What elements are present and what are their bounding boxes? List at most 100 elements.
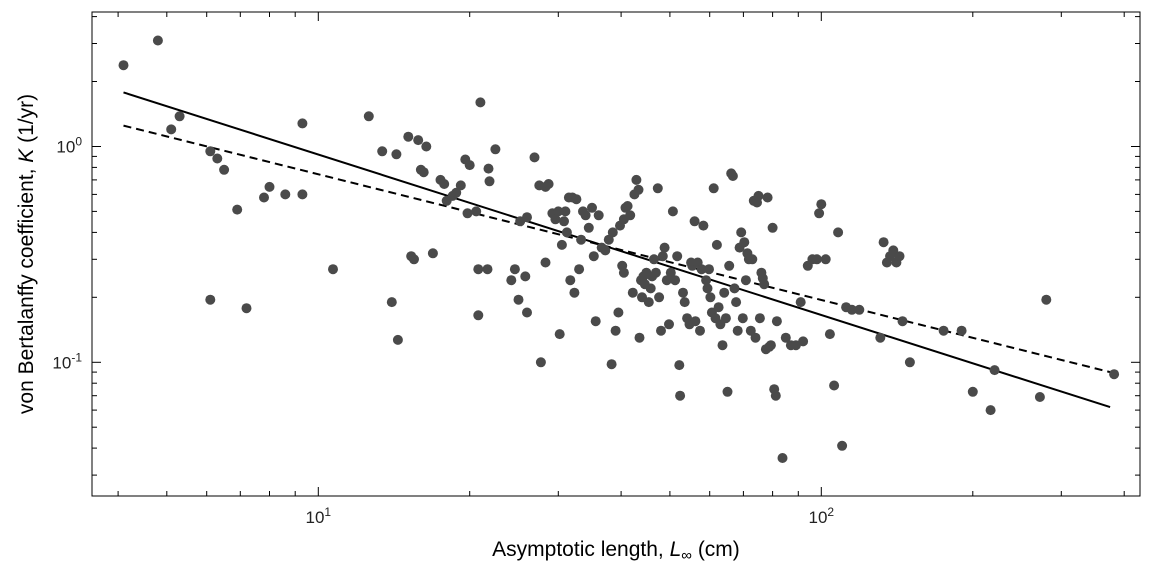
data-point (708, 183, 719, 194)
data-point (729, 283, 740, 294)
data-point (152, 35, 163, 46)
data-point (473, 310, 484, 321)
data-point (795, 297, 806, 308)
data-point (606, 359, 617, 370)
data-point (678, 287, 688, 298)
data-point (166, 124, 177, 135)
data-point (392, 334, 403, 345)
data-point (846, 304, 857, 315)
data-point (747, 254, 758, 265)
data-point (613, 307, 624, 318)
data-point (462, 208, 473, 219)
data-point (837, 440, 848, 451)
data-point (205, 294, 216, 305)
data-point (506, 275, 517, 286)
data-point (731, 297, 742, 308)
data-point (989, 365, 1000, 376)
data-point (540, 257, 551, 268)
x-tick-label: 102 (808, 505, 834, 527)
data-point (722, 386, 733, 397)
x-tick-label: 101 (305, 505, 331, 527)
data-point (475, 97, 486, 108)
data-point (593, 210, 604, 221)
data-point (427, 248, 438, 259)
data-point (559, 216, 569, 227)
data-point (1109, 369, 1120, 380)
data-point (259, 192, 269, 203)
data-point (938, 325, 949, 336)
data-point (633, 184, 644, 195)
data-point (535, 357, 546, 368)
data-point (829, 380, 840, 391)
data-point (455, 180, 466, 191)
data-point (610, 325, 621, 336)
data-point (652, 183, 663, 194)
data-point (576, 234, 587, 245)
data-point (702, 283, 713, 294)
data-point (753, 190, 764, 201)
data-point (897, 316, 908, 327)
data-point (732, 325, 743, 336)
data-point (522, 307, 532, 318)
data-point (569, 287, 580, 298)
data-point (280, 189, 291, 200)
data-point (674, 360, 685, 371)
y-tick-label: 10-1 (52, 350, 82, 372)
data-point (657, 251, 668, 262)
data-point (439, 179, 450, 189)
data-point (727, 171, 738, 181)
data-point (529, 152, 540, 163)
data-point (767, 222, 778, 233)
data-point (587, 202, 597, 213)
data-point (643, 297, 654, 308)
data-point (600, 245, 611, 256)
data-point (645, 283, 656, 294)
data-point (631, 174, 642, 185)
data-point (878, 237, 889, 248)
data-point (490, 144, 501, 155)
data-point (704, 264, 714, 275)
data-point (875, 332, 886, 343)
data-point (482, 264, 493, 275)
data-point (780, 332, 791, 343)
data-point (409, 254, 419, 265)
data-point (820, 254, 831, 265)
data-point (814, 208, 825, 219)
data-point (740, 275, 751, 286)
data-point (451, 187, 462, 198)
data-point (174, 111, 185, 122)
data-point (659, 242, 670, 253)
data-point (894, 251, 905, 262)
data-point (483, 163, 494, 174)
data-point (656, 325, 666, 336)
data-point (695, 325, 705, 336)
data-point (759, 279, 770, 290)
data-point (739, 237, 750, 248)
data-point (750, 332, 761, 343)
data-point (665, 267, 676, 278)
data-point (967, 386, 978, 397)
data-point (580, 210, 591, 221)
data-point (554, 329, 565, 340)
data-point (522, 212, 532, 223)
data-point (625, 210, 636, 221)
data-point (520, 271, 531, 282)
data-point (698, 220, 709, 231)
data-point (713, 302, 724, 313)
data-point (689, 216, 700, 227)
data-point (770, 390, 781, 401)
data-point (854, 304, 865, 315)
data-point (561, 227, 572, 238)
data-point (711, 239, 722, 250)
data-point (241, 303, 252, 314)
data-point (777, 453, 788, 463)
data-point (403, 131, 414, 142)
data-point (509, 264, 520, 275)
data-point (421, 141, 432, 152)
data-point (297, 189, 308, 200)
data-point (717, 340, 728, 351)
data-point (1034, 392, 1045, 402)
data-point (212, 153, 223, 164)
data-point (543, 179, 554, 189)
